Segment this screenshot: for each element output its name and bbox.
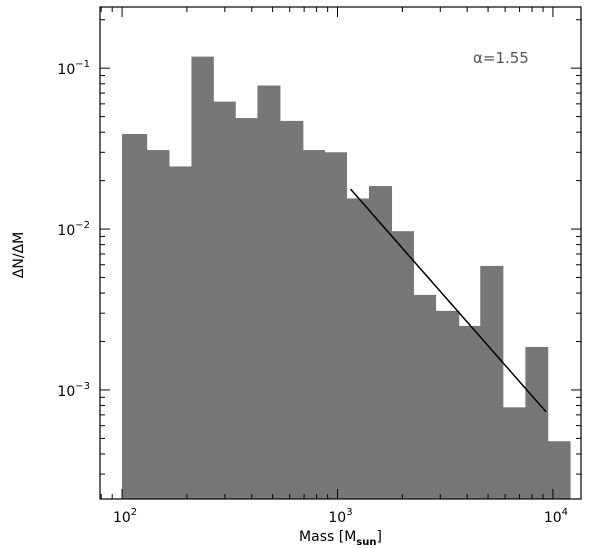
x-tick-label: 103 (328, 507, 352, 526)
x-tick-label: 104 (544, 507, 568, 526)
histogram-bar-9 (302, 150, 326, 500)
histogram-bar-5 (213, 101, 236, 500)
histogram-bar-20 (547, 441, 571, 499)
y-axis-label: ΔN/ΔM (11, 232, 27, 278)
plot-frame (99, 6, 582, 500)
histogram-bar-10 (324, 152, 348, 500)
x-axis-label: Mass [Msun] (299, 529, 382, 548)
histogram-bar-8 (279, 120, 304, 499)
histogram-bar-13 (391, 231, 414, 499)
x-tick-label: 102 (113, 507, 137, 526)
histogram-bar-17 (480, 265, 504, 499)
histogram-bar-16 (458, 325, 481, 499)
alpha-annotation: α=1.55 (473, 49, 529, 67)
axis-ticks (100, 7, 581, 499)
histogram-bar-14 (413, 294, 437, 499)
histogram-bar-18 (502, 407, 526, 499)
histogram-bar-19 (525, 346, 549, 499)
histogram-bar-1 (122, 133, 148, 500)
y-tick-label: 10−1 (57, 59, 90, 78)
power-law-fit-line (350, 188, 547, 413)
y-tick-label: 10−3 (57, 381, 90, 400)
histogram-bars (122, 56, 571, 500)
histogram-bar-6 (235, 118, 259, 499)
histogram-bar-7 (257, 85, 281, 500)
histogram-bar-15 (435, 310, 460, 499)
histogram-bar-4 (191, 56, 214, 500)
y-tick-label: 10−2 (57, 220, 90, 239)
histogram-bar-2 (146, 150, 170, 500)
tick-labels: 102 103 104 10−3 10−2 10−1 (57, 59, 568, 526)
histogram-bar-12 (368, 186, 393, 499)
histogram-bar-3 (168, 166, 193, 499)
histogram-bar-11 (346, 198, 370, 500)
